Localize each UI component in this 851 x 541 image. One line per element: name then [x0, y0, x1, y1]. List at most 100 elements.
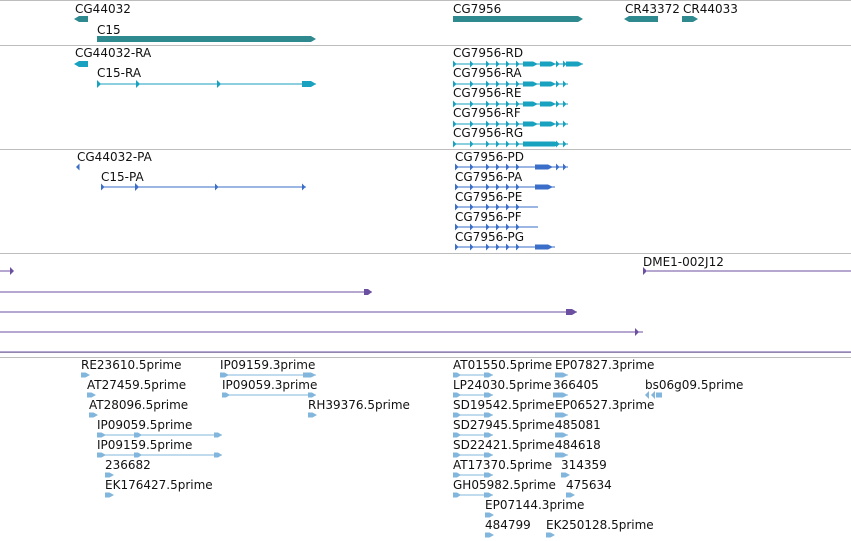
exon-marker: [506, 140, 510, 148]
exon-marker: [486, 140, 490, 148]
gene-label[interactable]: C15: [97, 23, 121, 37]
track-separator: [0, 149, 851, 150]
exon-marker: [506, 100, 510, 108]
est-label[interactable]: EP07827.3prime: [555, 358, 655, 372]
exon-marker: [556, 163, 560, 171]
exon-marker: [556, 60, 560, 68]
exon-block: [540, 81, 556, 87]
gene-label[interactable]: CG7956: [453, 2, 502, 16]
exon-marker: [563, 140, 567, 148]
exon-marker: [556, 80, 560, 88]
est-label[interactable]: AT01550.5prime: [453, 358, 553, 372]
est-label[interactable]: 485081: [555, 418, 601, 432]
exon-marker: [516, 183, 520, 191]
protein-label[interactable]: C15-PA: [101, 170, 144, 184]
est-label[interactable]: EK176427.5prime: [105, 478, 213, 492]
exon-marker: [470, 80, 474, 88]
est-block: [214, 432, 222, 438]
exon-marker: [496, 140, 500, 148]
est-label[interactable]: EK250128.5prime: [546, 518, 654, 532]
protein-label[interactable]: CG44032-PA: [77, 150, 152, 164]
est-label[interactable]: RE23610.5prime: [81, 358, 182, 372]
est-block: [651, 391, 655, 399]
exon-marker: [563, 120, 567, 128]
exon-marker: [136, 80, 140, 88]
exon-marker: [486, 203, 490, 211]
gene-label[interactable]: CR44033: [683, 2, 738, 16]
est-block: [485, 532, 494, 538]
est-block: [453, 392, 461, 398]
est-label[interactable]: 236682: [105, 458, 151, 472]
protein-label[interactable]: CG7956-PE: [455, 190, 523, 204]
est-label[interactable]: LP24030.5prime: [453, 378, 552, 392]
est-block: [453, 472, 461, 478]
exon-marker: [496, 203, 500, 211]
exon-marker: [486, 223, 490, 231]
est-block: [134, 432, 142, 438]
exon-marker: [506, 120, 510, 128]
est-block: [214, 452, 222, 458]
est-label[interactable]: IP09159.3prime: [220, 358, 316, 372]
est-label[interactable]: 314359: [561, 458, 607, 472]
exon-marker: [496, 80, 500, 88]
gene-glyph: [682, 16, 698, 22]
est-label[interactable]: EP07144.3prime: [485, 498, 585, 512]
gene-label[interactable]: CG44032: [75, 2, 131, 16]
exon-marker: [516, 203, 520, 211]
est-label[interactable]: SD19542.5prime: [453, 398, 555, 412]
est-label[interactable]: IP09059.5prime: [97, 418, 193, 432]
est-label[interactable]: RH39376.5prime: [308, 398, 410, 412]
est-block: [134, 452, 142, 458]
exon-marker: [453, 80, 457, 88]
exon-marker: [470, 183, 474, 191]
exon-marker: [215, 183, 219, 191]
exon-marker: [486, 243, 490, 251]
exon-marker: [97, 80, 101, 88]
gene-label[interactable]: CR43372: [625, 2, 680, 16]
exon-marker: [496, 60, 500, 68]
est-label[interactable]: EP06527.3prime: [555, 398, 655, 412]
transcript-label[interactable]: CG7956-RE: [453, 86, 522, 100]
est-label[interactable]: bs06g09.5prime: [645, 378, 744, 392]
transcript-label[interactable]: C15-RA: [97, 66, 142, 80]
protein-label[interactable]: CG7956-PD: [455, 150, 525, 164]
protein-label[interactable]: CG7956-PG: [455, 230, 525, 244]
est-block: [484, 412, 493, 418]
est-label[interactable]: 484799: [485, 518, 531, 532]
exon-marker: [470, 243, 474, 251]
est-block: [546, 532, 555, 538]
exon-block: [535, 164, 553, 170]
exon-marker: [455, 223, 459, 231]
est-block: [97, 432, 106, 438]
est-label[interactable]: GH05982.5prime: [453, 478, 556, 492]
transcript-label[interactable]: CG44032-RA: [75, 46, 152, 60]
exon-marker: [506, 80, 510, 88]
est-label[interactable]: IP09159.5prime: [97, 438, 193, 452]
est-label[interactable]: 484618: [555, 438, 601, 452]
est-label[interactable]: AT27459.5prime: [87, 378, 187, 392]
est-label[interactable]: 475634: [566, 478, 612, 492]
est-label[interactable]: AT28096.5prime: [89, 398, 189, 412]
protein-label[interactable]: CG7956-PA: [455, 170, 523, 184]
est-label[interactable]: AT17370.5prime: [453, 458, 553, 472]
transcript-label[interactable]: CG7956-RG: [453, 126, 524, 140]
exon-block: [566, 61, 583, 67]
transcript-label[interactable]: CG7956-RD: [453, 46, 524, 60]
clone-label[interactable]: DME1-002J12: [643, 255, 724, 269]
exon-marker: [486, 80, 490, 88]
exon-marker: [556, 120, 560, 128]
exon-marker: [563, 60, 567, 68]
exon-block: [530, 141, 560, 147]
est-label[interactable]: SD27945.5prime: [453, 418, 555, 432]
est-label[interactable]: SD22421.5prime: [453, 438, 555, 452]
exon-marker: [496, 100, 500, 108]
est-label[interactable]: IP09059.3prime: [222, 378, 318, 392]
transcript-label[interactable]: CG7956-RF: [453, 106, 521, 120]
est-label[interactable]: 366405: [553, 378, 599, 392]
exon-block: [540, 121, 556, 127]
protein-label[interactable]: CG7956-PF: [455, 210, 522, 224]
exon-marker: [486, 120, 490, 128]
transcript-label[interactable]: CG7956-RA: [453, 66, 522, 80]
exon-marker: [453, 100, 457, 108]
